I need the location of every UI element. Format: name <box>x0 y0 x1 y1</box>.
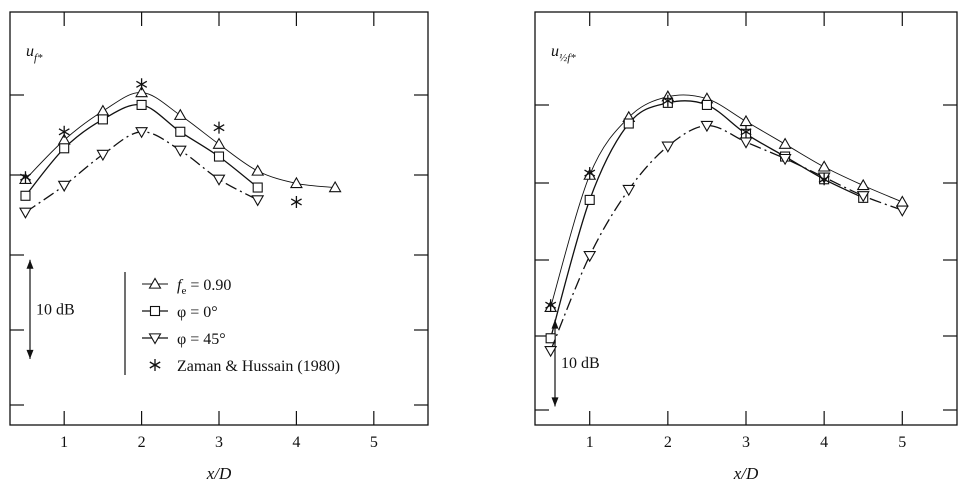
x-axis-label: x/D <box>733 464 759 483</box>
x-tick-label: 3 <box>742 434 750 451</box>
series-star <box>19 78 302 208</box>
series-line <box>549 124 903 351</box>
legend-label: Zaman & Hussain (1980) <box>177 358 340 375</box>
data-point <box>19 171 32 184</box>
x-tick-label: 3 <box>215 434 223 451</box>
data-point <box>739 114 753 127</box>
data-point <box>213 121 225 134</box>
data-point <box>584 167 596 180</box>
legend-label: φ = 45° <box>177 331 226 348</box>
data-point <box>856 178 870 191</box>
data-point <box>19 207 32 219</box>
data-point <box>135 127 149 139</box>
data-point <box>289 176 303 189</box>
data-point <box>173 108 187 120</box>
legend: fe = 0.90 φ = 0° φ = 45° Zaman & Hussain (1… <box>124 272 340 375</box>
data-point <box>175 126 186 137</box>
series-square <box>545 97 869 344</box>
data-point <box>136 78 148 91</box>
data-point <box>545 333 556 344</box>
right-chart-panel: 1 2 3 4 5 x/D u½f* 10 dB <box>534 11 958 483</box>
data-point <box>778 137 792 149</box>
data-point <box>212 137 226 149</box>
data-point <box>328 180 342 193</box>
data-point <box>895 205 909 217</box>
x-tick-label: 1 <box>586 434 594 451</box>
data-point <box>544 345 558 358</box>
data-point <box>739 137 753 149</box>
data-point <box>251 164 265 176</box>
data-point <box>778 153 792 166</box>
scale-bar <box>26 259 34 359</box>
data-point <box>622 184 636 197</box>
data-point <box>817 160 831 172</box>
data-point <box>97 114 108 125</box>
data-point <box>584 194 595 205</box>
data-point <box>545 299 557 312</box>
data-point <box>252 182 263 193</box>
series-triangle-down <box>544 120 909 358</box>
data-point <box>96 149 110 162</box>
x-tick-label: 2 <box>664 434 672 451</box>
data-point <box>136 99 147 110</box>
x-tick-label: 4 <box>820 434 828 451</box>
series-triangle-up <box>19 85 342 193</box>
data-point <box>700 120 714 133</box>
y-axis-label: u½f* <box>551 43 576 64</box>
x-tick-label: 2 <box>138 434 146 451</box>
data-point <box>251 195 265 207</box>
data-point <box>213 151 225 162</box>
legend-marker <box>148 277 162 289</box>
data-point <box>58 125 70 138</box>
y-axis-label: uf* <box>26 43 43 64</box>
data-point <box>20 190 31 201</box>
data-point <box>856 191 870 203</box>
scale-bar-label: 10 dB <box>36 301 75 318</box>
data-point <box>623 118 634 129</box>
data-point <box>135 85 149 98</box>
data-point <box>701 99 712 110</box>
series-line <box>25 92 336 188</box>
legend-label: fe = 0.90 <box>177 277 231 297</box>
x-tick-label: 1 <box>60 434 68 451</box>
data-point <box>173 145 187 157</box>
series-line <box>549 100 864 339</box>
data-point <box>583 250 597 263</box>
x-tick-label: 4 <box>292 434 300 451</box>
data-point <box>661 141 675 153</box>
data-point <box>818 173 830 186</box>
data-point <box>662 94 674 107</box>
left-chart-panel: 1 2 3 4 5 x/D uf* 10 dB fe = 0.90 φ = 0° φ = 45° Za… <box>9 11 429 483</box>
series-star <box>545 94 830 312</box>
data-point <box>96 104 110 116</box>
legend-marker <box>149 305 161 317</box>
x-tick-label: 5 <box>370 434 378 451</box>
x-axis-label: x/D <box>206 464 232 483</box>
scale-bar-label: 10 dB <box>561 355 600 372</box>
series-triangle-up <box>544 90 909 312</box>
legend-label: φ = 0° <box>177 304 218 321</box>
data-point <box>212 174 226 186</box>
data-point <box>895 195 909 207</box>
data-point <box>57 180 71 193</box>
series-triangle-down <box>19 127 265 219</box>
data-point <box>290 195 302 208</box>
data-point <box>740 125 752 138</box>
x-tick-label: 5 <box>898 434 906 451</box>
series-line <box>550 94 903 308</box>
series-square <box>20 99 263 201</box>
data-point <box>59 143 70 154</box>
legend-marker <box>149 359 161 371</box>
legend-marker <box>148 333 162 345</box>
